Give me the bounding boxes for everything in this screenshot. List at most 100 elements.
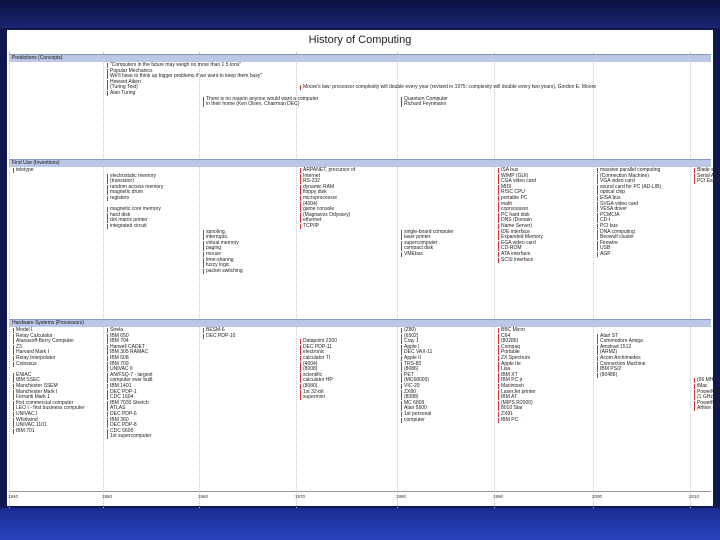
event-label: Connection Machine [600,360,646,367]
event-label: (Turing Test) [110,84,138,91]
event-label: Ferranti Mark 1 [16,394,50,401]
timeline-event: UNIVAC 1101 [13,423,47,429]
section-band: First Use (Inventions) [9,159,711,167]
event-marker [401,344,402,350]
event-marker [401,252,402,257]
event-marker [498,378,499,384]
event-label: packet switching [206,267,243,274]
timeline-event: Whirlwind [13,417,38,424]
timeline-event: supercomputer [401,240,437,247]
event-marker [597,207,598,213]
timeline-event: Firewire [597,239,618,247]
section-band: Predictions (Concepts) [9,54,711,62]
event-marker [401,102,402,108]
event-label: TRS-80 [404,360,422,367]
timeline-event: SCSI interface [498,257,533,264]
event-label: Athlon 64 [697,405,719,412]
event-marker [300,184,301,190]
timeline-event: IBM 7030 Stretch [107,400,149,407]
event-marker [498,328,499,333]
event-label: Lisa [501,366,511,373]
timeline-event: (MC68000) [401,378,429,384]
event-marker [597,350,598,356]
event-marker [300,372,301,378]
event-marker [107,378,108,384]
event-marker [401,339,402,345]
event-marker [300,179,301,185]
timeline-event: RISC CPU [498,190,525,196]
event-marker [498,184,499,190]
event-marker [694,168,695,173]
timeline-event: BESM-6 [203,327,225,334]
gridline-1950 [103,52,104,520]
event-marker [401,96,402,102]
event-label: Harvard Mark I [16,349,50,356]
event-label: (4004) [303,360,318,367]
event-marker [401,361,402,367]
event-label: LaserJet printer [501,388,536,395]
event-label: Firewire [600,239,618,246]
timeline-event: scientific [300,372,322,379]
timeline-event: VIC-20 [401,383,420,390]
event-marker [401,240,402,246]
event-marker [13,339,14,345]
timeline-event: IBM 709 [107,361,129,368]
timeline-event: (ARM2) [597,350,617,356]
timeline-event: Serial ATA [694,173,720,180]
event-label: calculator HP [303,377,333,384]
event-marker [498,207,499,213]
timeline-event: electronic [300,350,324,356]
event-label: optical chip [600,189,626,196]
event-marker [498,412,499,417]
event-marker [107,196,108,201]
timeline-event: AN/FSQ-7 - largest [107,371,153,379]
event-marker [498,417,499,423]
event-marker [107,179,108,185]
event-marker [107,224,108,229]
year-label-1980: 1980 [395,494,407,499]
timeline-event: fuzzy logic [203,263,229,269]
timeline-event: EGA video card [498,240,536,247]
event-marker [107,79,108,85]
event-label: fuzzy logic [206,262,230,269]
timeline-event: MC 6809 [401,400,424,407]
timeline-event: VESA driver [597,207,627,213]
event-label: calculator TI [303,355,331,361]
timeline-event: "Computers in the future may weigh no mo… [107,62,241,69]
event-marker [498,173,499,179]
event-label: Manchester SSEM [16,383,58,389]
event-label: IBM PC jr [501,377,523,384]
event-marker [498,344,499,350]
timeline-event: random access memory [107,184,163,191]
event-marker [401,389,402,395]
timeline-event: ZX80 [401,389,416,396]
event-label: AN/FSQ-7 - largest [110,371,153,378]
year-label-1970: 1970 [294,494,306,499]
timeline-event: paging [203,246,221,252]
event-label: (66 MHz Pentium) [697,377,720,384]
event-label: electrostatic memory [110,172,157,179]
event-label: Compaq [501,343,520,350]
event-marker [107,356,108,361]
event-label: (ARM2) [600,349,618,356]
event-marker [13,423,14,429]
timeline-event: VGA video card [597,179,635,185]
event-label: IBM 1401 [110,383,132,389]
year-label-1990: 1990 [492,494,504,499]
event-marker [597,184,598,190]
event-label: Howard Aiken [110,78,141,85]
event-label: Z3 [16,343,22,350]
event-marker [597,218,598,224]
event-marker [107,85,108,91]
event-label: EISA bus [600,195,621,201]
event-label: PET [404,371,414,378]
event-label: single-board computer [404,228,454,235]
timeline-event: (8086) [401,367,418,373]
event-label: Acorn Archimedes [600,355,641,361]
timeline-event: superminі [300,395,325,401]
event-marker [401,235,402,241]
event-marker [203,96,204,102]
event-marker [107,406,108,412]
event-label: Beowulf cluster [600,234,634,241]
event-label: magnetic core memory [110,206,161,213]
